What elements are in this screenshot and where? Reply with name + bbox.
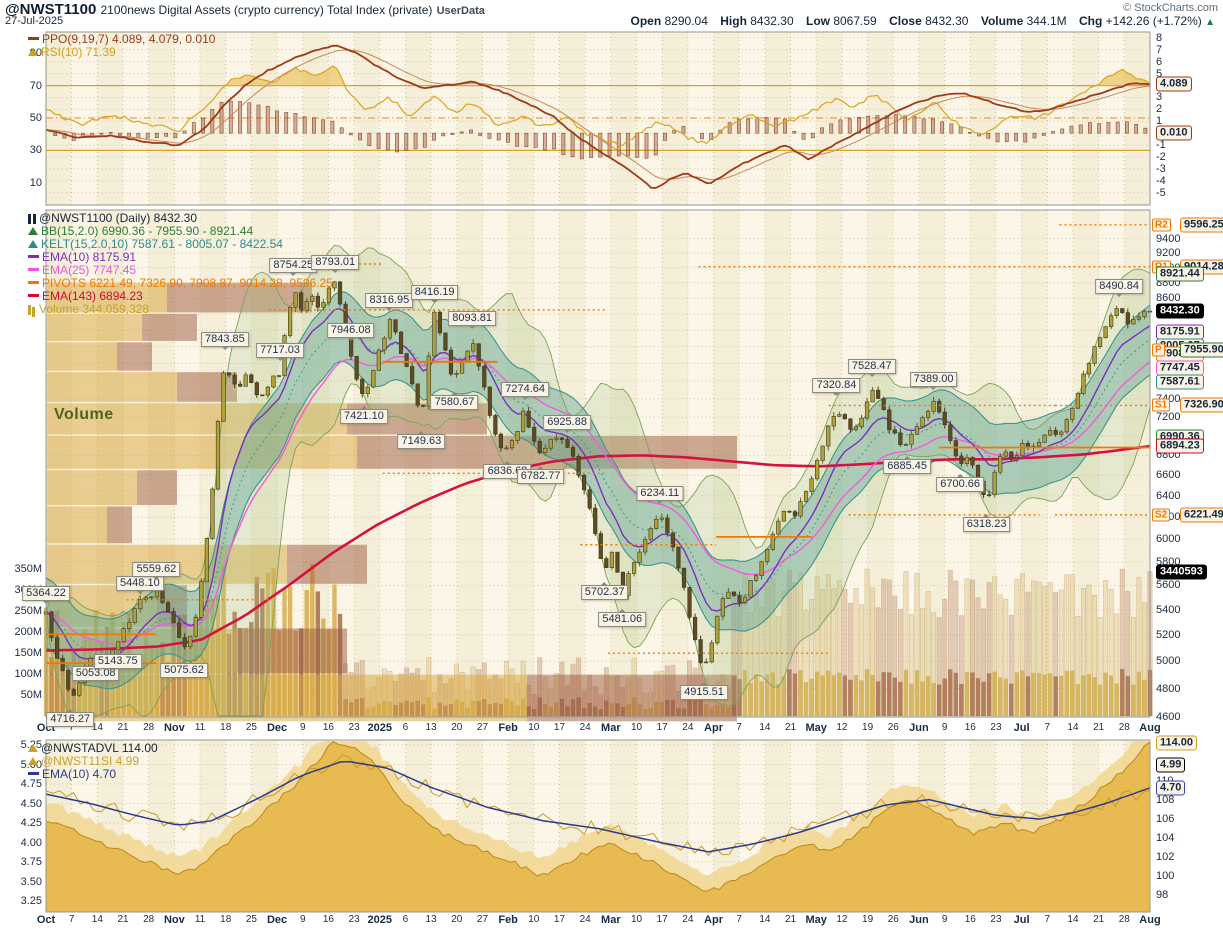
advl-area-icon: [28, 744, 38, 753]
volume-label: Volume: [980, 14, 1024, 28]
si-area-icon: [28, 757, 38, 766]
rsi-area-icon: [28, 48, 38, 57]
chg-label: Chg: [1079, 14, 1103, 28]
price-panel-legend: @NWST1100 (Daily) 8432.30 BB(15,2.0) 699…: [28, 212, 333, 316]
volume-bars-icon: [28, 304, 31, 315]
low-label: Low: [805, 14, 830, 28]
ema143-legend-label: EMA(143) 6894.23: [42, 289, 143, 303]
advl-legend-label: @NWSTADVL 114.00: [41, 741, 158, 755]
ema143-line-icon: [28, 293, 39, 297]
volume-value: 344.1M: [1026, 14, 1067, 28]
symbol-legend-label: @NWST1100 (Daily) 8432.30: [39, 211, 198, 225]
low-value: 8067.59: [833, 14, 877, 28]
lower-ema-line-icon: [28, 771, 39, 775]
source-tag: UserData: [436, 5, 485, 17]
header: @NWST1100 2100news Digital Assets (crypt…: [5, 1, 485, 18]
kelt-area-icon: [28, 240, 38, 249]
close-label: Close: [889, 14, 922, 28]
high-label: High: [720, 14, 747, 28]
chg-value: +142.26 (+1.72%): [1105, 14, 1202, 28]
open-value: 8290.04: [664, 14, 708, 28]
chart-title: 2100news Digital Assets (crypto currency…: [100, 3, 433, 17]
rsi-legend-label: RSI(10) 71.39: [41, 45, 116, 59]
quote-bar: Open 8290.04 High 8432.30 Low 8067.59 Cl…: [621, 14, 1215, 28]
bb-legend-label: BB(15,2.0) 6990.36 - 7955.90 - 8921.44: [41, 224, 254, 238]
ema10-line-icon: [28, 254, 39, 258]
ppo-line-icon: [28, 36, 39, 40]
indicator-panel-legend: PPO(9,19,7) 4.089, 4.079, 0.010 RSI(10) …: [28, 33, 215, 59]
open-label: Open: [630, 14, 662, 28]
volume-legend-label: Volume 344,059,328: [39, 302, 150, 316]
ema25-line-icon: [28, 267, 39, 271]
high-value: 8432.30: [750, 14, 794, 28]
chg-up-icon: ▲: [1205, 17, 1215, 28]
symbol: @NWST1100: [5, 1, 97, 18]
pivots-legend-label: PIVOTS 6221.49, 7326.90, 7908.87, 9014.2…: [42, 276, 333, 290]
lower-panel-legend: @NWSTADVL 114.00 @NWST11SI 4.99 EMA(10) …: [28, 742, 158, 781]
si-legend-label: @NWST11SI 4.99: [41, 754, 139, 768]
ema25-legend-label: EMA(25) 7747.45: [42, 263, 137, 277]
pivots-line-icon: [28, 280, 39, 284]
candlestick-icon: [28, 213, 31, 224]
copyright: © StockCharts.com: [1123, 2, 1218, 14]
ppo-legend-label: PPO(9,19,7) 4.089, 4.079, 0.010: [42, 32, 216, 46]
ema10-legend-label: EMA(10) 8175.91: [42, 250, 137, 264]
volume-watermark: Volume: [54, 406, 114, 423]
bb-area-icon: [28, 227, 38, 236]
kelt-legend-label: KELT(15,2.0,10) 7587.61 - 8005.07 - 8422…: [41, 237, 283, 251]
lower-ema-legend-label: EMA(10) 4.70: [42, 767, 117, 781]
close-value: 8432.30: [925, 14, 969, 28]
chart-date: 27-Jul-2025: [5, 15, 64, 27]
